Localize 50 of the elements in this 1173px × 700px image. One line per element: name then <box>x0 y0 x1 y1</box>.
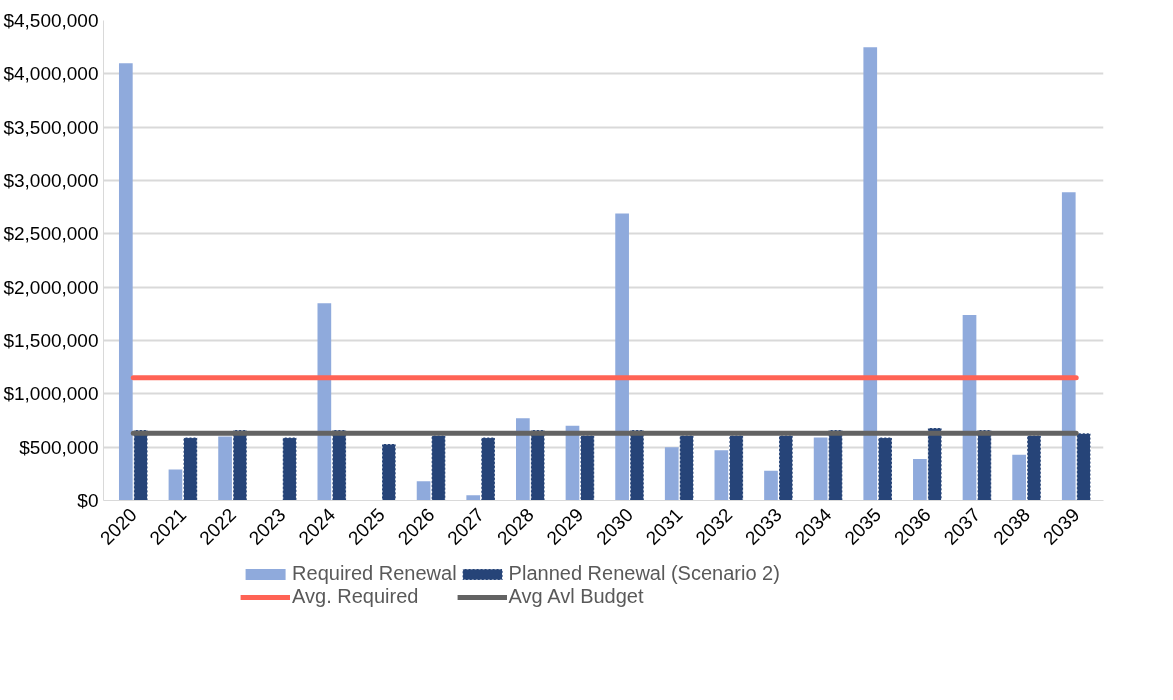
bar <box>218 436 232 501</box>
legend-label: Planned Renewal (Scenario 2) <box>508 562 780 585</box>
legend-label: Avg Avl Budget <box>508 585 644 608</box>
bar <box>714 450 729 501</box>
bar <box>877 437 893 501</box>
bar <box>282 437 297 501</box>
bar <box>431 434 446 501</box>
bar <box>118 63 133 501</box>
bar <box>480 437 496 501</box>
y-tick-label: $500,000 <box>19 436 99 458</box>
bar <box>331 429 347 501</box>
bar <box>863 47 878 501</box>
bar <box>317 303 332 501</box>
bar <box>168 469 183 501</box>
y-tick-label: $3,000,000 <box>3 170 99 191</box>
legend-label: Avg. Required <box>292 585 419 608</box>
bar <box>1026 434 1042 501</box>
y-tick-label: $0 <box>77 490 99 511</box>
legend-label: Required Renewal <box>292 562 457 585</box>
y-tick-label: $1,000,000 <box>3 383 99 405</box>
y-tick-label: $4,000,000 <box>3 63 99 85</box>
y-tick-label: $4,500,000 <box>3 10 99 31</box>
bar <box>728 434 744 501</box>
y-tick-label: $1,500,000 <box>3 330 99 351</box>
bar <box>516 418 530 501</box>
y-tick-label: $2,500,000 <box>3 223 99 245</box>
bar <box>381 443 397 501</box>
bar <box>416 481 431 501</box>
y-tick-label: $3,500,000 <box>3 116 99 138</box>
bar <box>913 458 927 501</box>
bar <box>133 429 149 501</box>
bar <box>813 437 828 501</box>
bar <box>1061 192 1076 501</box>
bar <box>232 429 248 501</box>
bar <box>664 447 679 501</box>
bar <box>183 437 198 501</box>
y-tick-label: $2,000,000 <box>3 276 99 298</box>
bar <box>1012 454 1026 501</box>
bar <box>629 429 645 501</box>
bar <box>778 434 794 501</box>
bar <box>1076 432 1091 501</box>
bar <box>927 427 943 501</box>
bar <box>530 429 546 501</box>
bar <box>977 429 992 501</box>
bar <box>615 213 629 501</box>
bar <box>828 429 843 501</box>
bar <box>679 434 694 501</box>
bar <box>466 495 481 501</box>
bar <box>764 470 778 501</box>
bar <box>580 434 595 501</box>
